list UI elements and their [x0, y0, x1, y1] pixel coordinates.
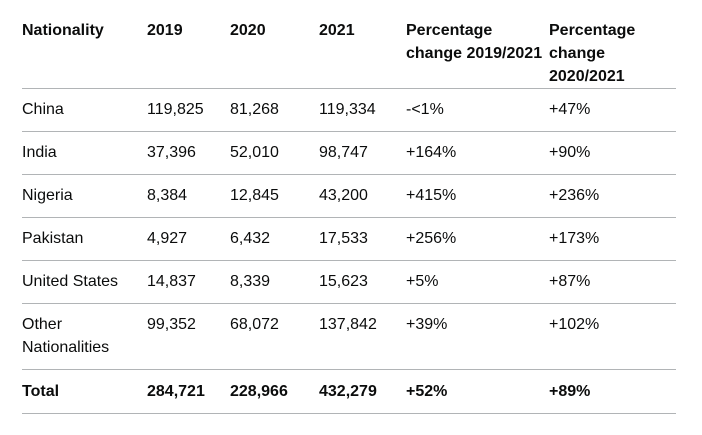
cell-pct-2019-2021: +415% [406, 174, 549, 218]
header-2021: 2021 [319, 0, 406, 89]
cell-2020: 8,339 [230, 260, 319, 304]
cell-pct-2019-2021: +39% [406, 303, 549, 370]
cell-2020: 6,432 [230, 217, 319, 261]
total-row: Total 284,721 228,966 432,279 +52% +89% [22, 369, 676, 414]
cell-2020: 81,268 [230, 88, 319, 132]
header-2019: 2019 [147, 0, 230, 89]
cell-2019: 37,396 [147, 131, 230, 175]
cell-2019: 4,927 [147, 217, 230, 261]
cell-pct-2019-2021: +164% [406, 131, 549, 175]
cell-2019: 119,825 [147, 88, 230, 132]
cell-total-pct-2020-2021: +89% [549, 369, 676, 414]
table-row: United States 14,837 8,339 15,623 +5% +8… [22, 260, 676, 304]
cell-2021: 17,533 [319, 217, 406, 261]
cell-pct-2020-2021: +102% [549, 303, 676, 370]
cell-nationality: India [22, 131, 147, 175]
cell-2021: 15,623 [319, 260, 406, 304]
cell-total-2019: 284,721 [147, 369, 230, 414]
cell-pct-2020-2021: +47% [549, 88, 676, 132]
cell-nationality: Pakistan [22, 217, 147, 261]
table-body: China 119,825 81,268 119,334 -<1% +47% I… [22, 88, 676, 414]
cell-2021: 119,334 [319, 88, 406, 132]
cell-pct-2019-2021: +256% [406, 217, 549, 261]
header-2020: 2020 [230, 0, 319, 89]
cell-pct-2020-2021: +173% [549, 217, 676, 261]
cell-2019: 8,384 [147, 174, 230, 218]
table-row: China 119,825 81,268 119,334 -<1% +47% [22, 88, 676, 132]
cell-total-2020: 228,966 [230, 369, 319, 414]
cell-2020: 12,845 [230, 174, 319, 218]
nationality-table: Nationality 2019 2020 2021 Percentage ch… [22, 0, 676, 414]
header-pct-change-2020-2021: Percentage change 2020/2021 [549, 0, 676, 89]
cell-nationality: Other Nationalities [22, 303, 147, 370]
cell-2021: 98,747 [319, 131, 406, 175]
cell-2021: 137,842 [319, 303, 406, 370]
header-nationality: Nationality [22, 0, 147, 89]
cell-nationality: Nigeria [22, 174, 147, 218]
header-pct-change-2019-2021: Percentage change 2019/2021 [406, 0, 549, 89]
cell-2020: 68,072 [230, 303, 319, 370]
cell-2021: 43,200 [319, 174, 406, 218]
cell-total-label: Total [22, 369, 147, 414]
cell-pct-2019-2021: -<1% [406, 88, 549, 132]
cell-pct-2020-2021: +236% [549, 174, 676, 218]
table-row: Nigeria 8,384 12,845 43,200 +415% +236% [22, 174, 676, 218]
table-header: Nationality 2019 2020 2021 Percentage ch… [22, 0, 676, 89]
cell-2020: 52,010 [230, 131, 319, 175]
cell-2019: 14,837 [147, 260, 230, 304]
cell-pct-2020-2021: +90% [549, 131, 676, 175]
table-row: India 37,396 52,010 98,747 +164% +90% [22, 131, 676, 175]
cell-2019: 99,352 [147, 303, 230, 370]
cell-pct-2019-2021: +5% [406, 260, 549, 304]
table-row: Pakistan 4,927 6,432 17,533 +256% +173% [22, 217, 676, 261]
cell-nationality: United States [22, 260, 147, 304]
header-row: Nationality 2019 2020 2021 Percentage ch… [22, 0, 676, 89]
cell-pct-2020-2021: +87% [549, 260, 676, 304]
cell-nationality: China [22, 88, 147, 132]
cell-total-pct-2019-2021: +52% [406, 369, 549, 414]
table-row: Other Nationalities 99,352 68,072 137,84… [22, 303, 676, 370]
cell-total-2021: 432,279 [319, 369, 406, 414]
